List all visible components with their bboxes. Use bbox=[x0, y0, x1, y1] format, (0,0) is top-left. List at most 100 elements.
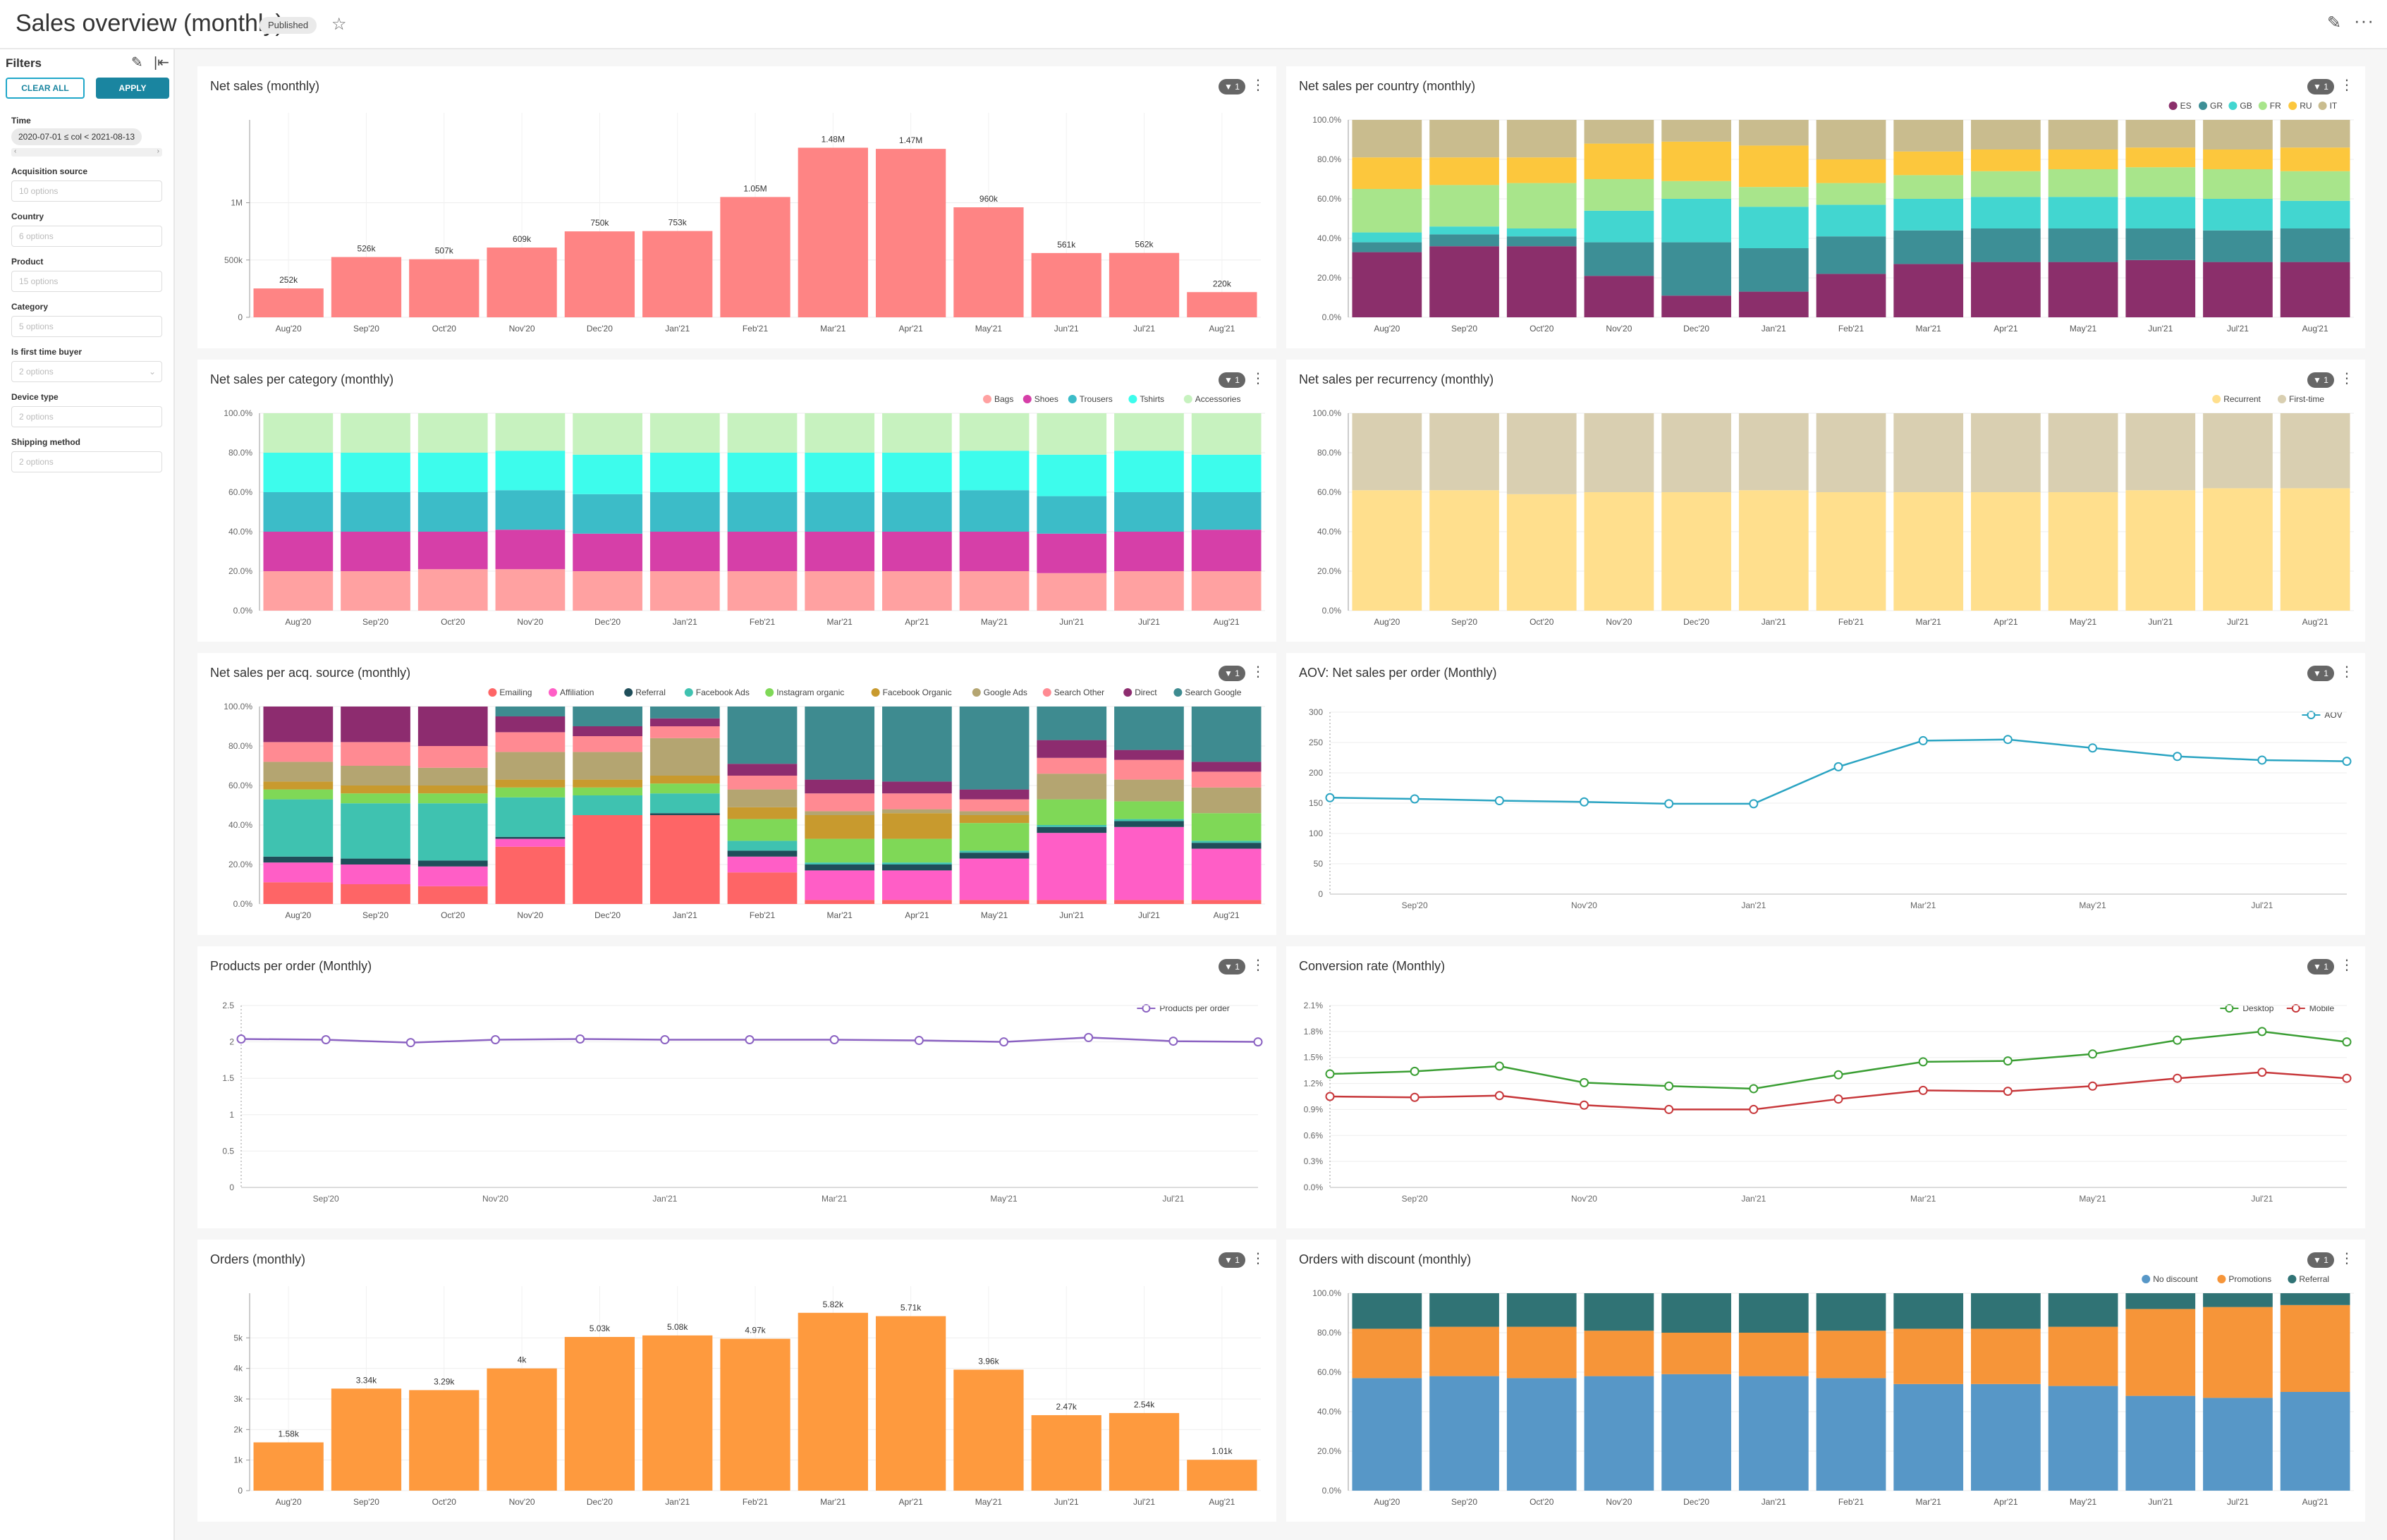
ellipsis-icon[interactable]: ··· bbox=[2354, 10, 2374, 31]
x-tick-label: Aug'20 bbox=[276, 1497, 302, 1507]
chart-menu-icon[interactable]: ⋮ bbox=[1251, 958, 1265, 973]
x-tick-label: Apr'21 bbox=[1994, 1497, 2018, 1507]
chart-menu-icon[interactable]: ⋮ bbox=[1251, 78, 1265, 93]
bar-segment bbox=[882, 809, 952, 814]
data-point bbox=[1664, 1104, 1674, 1114]
y-tick-label: 0.0% bbox=[1304, 1182, 1324, 1192]
bar-segment bbox=[1429, 226, 1499, 235]
chart-menu-icon[interactable]: ⋮ bbox=[2340, 958, 2354, 973]
bar-segment bbox=[649, 707, 720, 719]
filter-badge[interactable]: ▼ 1 bbox=[1219, 959, 1245, 974]
y-tick-label: 100.0% bbox=[224, 408, 252, 418]
bar-segment bbox=[2280, 413, 2350, 489]
bar-segment bbox=[727, 841, 798, 851]
chart-menu-icon[interactable]: ⋮ bbox=[2340, 1251, 2354, 1266]
bar bbox=[720, 197, 790, 317]
chart-menu-icon[interactable]: ⋮ bbox=[1251, 664, 1265, 680]
bar-segment bbox=[1661, 413, 1731, 492]
first-time-buyer-select[interactable]: 2 options ⌄ bbox=[11, 361, 162, 382]
x-tick-label: Oct'20 bbox=[441, 617, 465, 627]
data-point bbox=[1494, 1091, 1504, 1101]
chart-menu-icon[interactable]: ⋮ bbox=[1251, 371, 1265, 386]
bar-segment bbox=[1037, 454, 1107, 496]
time-scrollbar[interactable]: ‹ › bbox=[11, 147, 162, 157]
bar-segment bbox=[1506, 157, 1577, 183]
x-tick-label: Nov'20 bbox=[517, 910, 543, 920]
y-tick-label: 0.0% bbox=[1322, 312, 1342, 322]
bar-segment bbox=[1429, 157, 1499, 185]
filter-badge[interactable]: ▼ 1 bbox=[1219, 79, 1245, 94]
filter-badge[interactable]: ▼ 1 bbox=[1219, 666, 1245, 681]
bar bbox=[409, 259, 480, 317]
bar-segment bbox=[1429, 413, 1499, 491]
y-tick-label: 1 bbox=[229, 1110, 234, 1120]
bar-segment bbox=[341, 707, 410, 742]
bar-segment bbox=[1816, 236, 1886, 274]
product-select[interactable]: 15 options bbox=[11, 271, 162, 292]
y-tick-label: 20.0% bbox=[1317, 273, 1341, 283]
collapse-sidebar-icon[interactable]: |⇤ bbox=[154, 55, 169, 71]
apply-button[interactable]: APPLY bbox=[96, 78, 169, 99]
x-tick-label: Oct'20 bbox=[1530, 324, 1554, 334]
bar-segment bbox=[495, 787, 566, 798]
data-point bbox=[2342, 1073, 2352, 1083]
y-tick-label: 100.0% bbox=[224, 702, 252, 711]
shipping-method-select[interactable]: 2 options bbox=[11, 451, 162, 472]
time-range-value[interactable]: 2020-07-01 ≤ col < 2021-08-13 bbox=[11, 128, 142, 145]
bar-segment bbox=[1661, 181, 1731, 199]
country-select[interactable]: 6 options bbox=[11, 226, 162, 247]
bar-segment bbox=[341, 786, 410, 794]
bar bbox=[875, 149, 946, 317]
chart-menu-icon[interactable]: ⋮ bbox=[2340, 371, 2354, 386]
filter-badge[interactable]: ▼ 1 bbox=[2307, 959, 2334, 974]
acquisition-source-select[interactable]: 10 options bbox=[11, 181, 162, 202]
legend-label: Affiliation bbox=[560, 688, 594, 697]
y-tick-label: 0.3% bbox=[1304, 1156, 1324, 1166]
filter-badge[interactable]: ▼ 1 bbox=[1219, 372, 1245, 388]
category-select[interactable]: 5 options bbox=[11, 316, 162, 337]
chart-menu-icon[interactable]: ⋮ bbox=[1251, 1251, 1265, 1266]
filter-badge[interactable]: ▼ 1 bbox=[2307, 1252, 2334, 1268]
legend-label: FR bbox=[2270, 101, 2281, 111]
bar-segment bbox=[2048, 492, 2118, 611]
data-point bbox=[2088, 1049, 2097, 1059]
y-tick-label: 20.0% bbox=[228, 566, 252, 576]
filter-badge[interactable]: ▼ 1 bbox=[2307, 79, 2334, 94]
filter-badge[interactable]: ▼ 1 bbox=[1219, 1252, 1245, 1268]
device-type-select[interactable]: 2 options bbox=[11, 406, 162, 427]
star-icon[interactable]: ☆ bbox=[331, 15, 347, 34]
legend-marker bbox=[684, 688, 693, 697]
bar-segment bbox=[1738, 120, 1809, 146]
filter-badge[interactable]: ▼ 1 bbox=[2307, 666, 2334, 681]
chart-menu-icon[interactable]: ⋮ bbox=[2340, 78, 2354, 93]
bar-segment bbox=[341, 803, 410, 859]
x-tick-label: Feb'21 bbox=[743, 1497, 769, 1507]
data-point bbox=[660, 1035, 670, 1045]
data-point bbox=[491, 1035, 500, 1045]
x-tick-label: Apr'21 bbox=[1994, 324, 2018, 334]
bar-segment bbox=[882, 571, 952, 611]
pencil-icon[interactable]: ✎ bbox=[2327, 13, 2342, 32]
bar-segment bbox=[495, 846, 566, 904]
bar-segment bbox=[1971, 171, 2041, 197]
bar-segment bbox=[805, 900, 875, 904]
bar-segment bbox=[341, 492, 410, 532]
filter-badge[interactable]: ▼ 1 bbox=[2307, 372, 2334, 388]
chart-panel-net-sales: Net sales (monthly) ▼ 1 ⋮ 0 500k 1M 252k Aug'20… bbox=[197, 66, 1276, 348]
y-tick-label: 20.0% bbox=[1317, 566, 1341, 576]
data-point bbox=[2173, 1073, 2183, 1083]
legend-item: Facebook Organic bbox=[871, 688, 952, 697]
chart-menu-icon[interactable]: ⋮ bbox=[2340, 664, 2354, 680]
bar-segment bbox=[1191, 843, 1262, 849]
filter-label-time: Time bbox=[11, 116, 31, 126]
bar-segment bbox=[1816, 183, 1886, 205]
edit-filters-icon[interactable]: ✎ bbox=[131, 55, 143, 71]
bar-segment bbox=[263, 707, 334, 742]
clear-all-button[interactable]: CLEAR ALL bbox=[6, 78, 85, 99]
bar-segment bbox=[2280, 262, 2350, 317]
filter-label-shipping-method: Shipping method bbox=[11, 437, 80, 447]
y-tick-label: 40.0% bbox=[228, 820, 252, 830]
bar-segment bbox=[727, 453, 798, 492]
x-tick-label: Apr'21 bbox=[1994, 617, 2018, 627]
data-point bbox=[999, 1037, 1008, 1047]
